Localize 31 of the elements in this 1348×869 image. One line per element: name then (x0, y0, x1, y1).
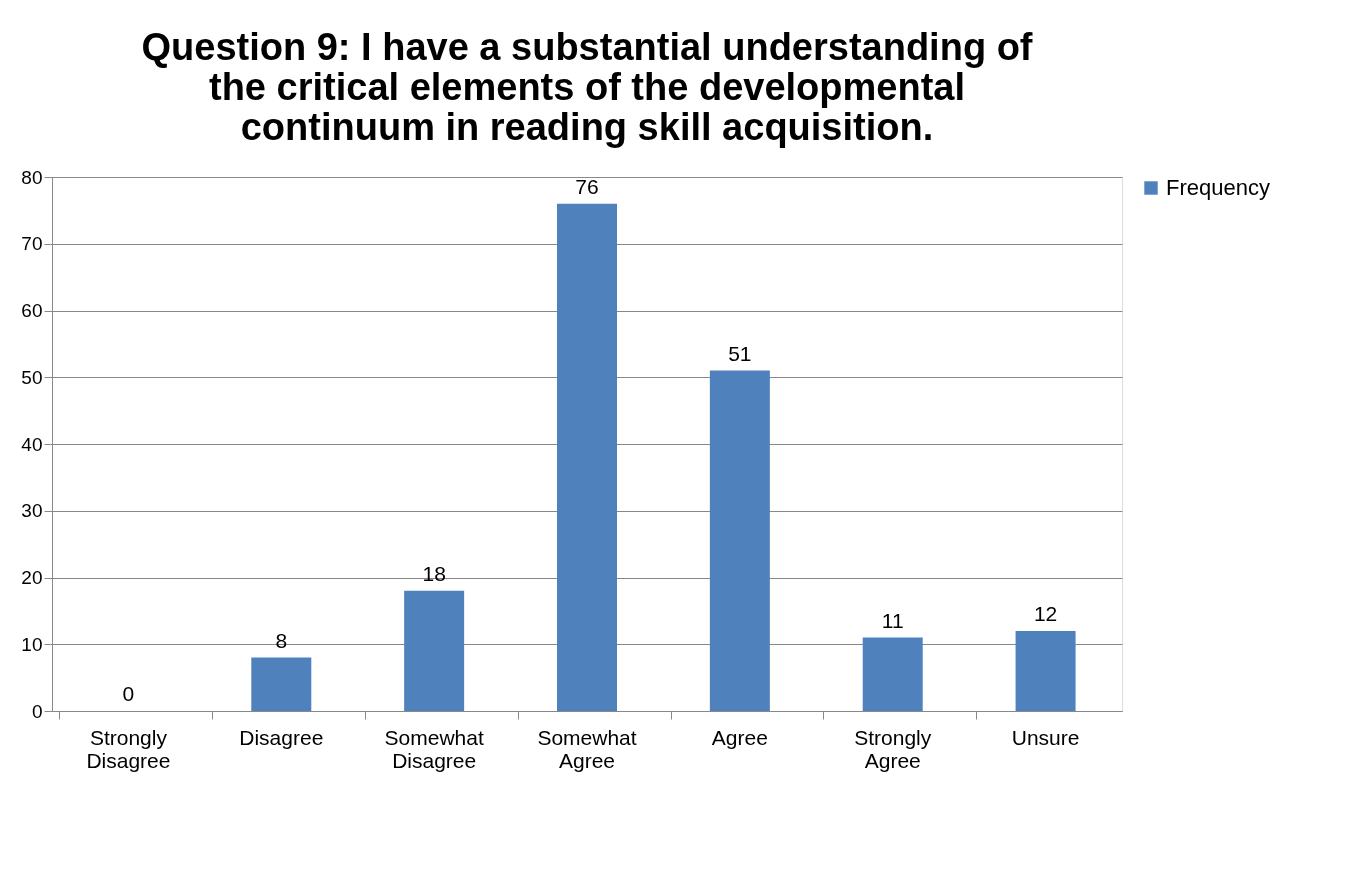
x-tick-label: Disagree (239, 725, 324, 749)
x-tick-label: Strongly Agree (854, 725, 932, 772)
bar (557, 203, 617, 711)
y-tick-label: 70 (21, 233, 43, 255)
data-label: 18 (422, 561, 446, 585)
x-tick-label: Somewhat Agree (537, 725, 637, 772)
y-tick-label: 20 (21, 567, 43, 588)
y-tick-label: 30 (21, 500, 43, 522)
chart-title: Question 9: I have a substantial understanding of the critical elements of the developmental continuum in reading skill acquisition. (141, 26, 1033, 148)
data-label: 0 (122, 682, 135, 705)
y-tick-label: 60 (21, 300, 43, 321)
bar (404, 590, 465, 711)
data-label: 76 (575, 174, 599, 198)
data-label: 11 (881, 608, 904, 632)
x-tick-label: Somewhat Disagree (384, 725, 484, 772)
bar (1015, 630, 1076, 711)
x-tick-label: Strongly Disagree (86, 725, 171, 772)
y-tick-label: 80 (21, 166, 43, 188)
y-tick-label: 50 (21, 366, 43, 388)
x-tick-label: Agree (711, 725, 768, 749)
bar (862, 637, 923, 711)
y-tick-label: 10 (21, 633, 43, 655)
y-tick-label: 0 (31, 700, 43, 722)
data-label: 12 (1033, 601, 1058, 625)
bar (251, 657, 312, 711)
legend-label: Frequency (1166, 175, 1270, 200)
data-label: 8 (275, 628, 288, 652)
y-tick-label: 40 (21, 433, 43, 455)
x-tick-label: Unsure (1011, 725, 1080, 749)
bar (709, 370, 770, 711)
data-label: 51 (728, 341, 752, 365)
